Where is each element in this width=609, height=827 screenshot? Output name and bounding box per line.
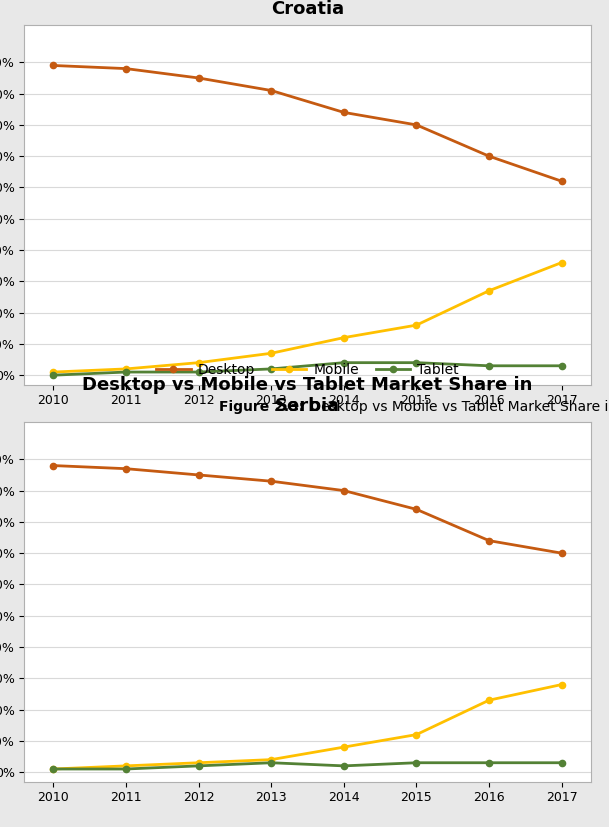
Desktop — [195, 470, 202, 480]
Tablet — [195, 761, 202, 771]
Tablet — [485, 758, 493, 767]
Tablet — [50, 370, 57, 380]
Tablet — [413, 358, 420, 368]
Tablet — [558, 758, 565, 767]
Mobile — [558, 680, 565, 690]
Desktop — [122, 64, 130, 74]
Desktop — [558, 548, 565, 558]
Mobile — [485, 286, 493, 296]
Tablet — [195, 367, 202, 377]
Mobile — [413, 320, 420, 330]
Desktop — [50, 461, 57, 471]
Tablet — [267, 758, 275, 767]
Tablet — [558, 361, 565, 370]
Tablet — [413, 758, 420, 767]
Tablet — [340, 761, 348, 771]
Mobile — [195, 758, 202, 767]
Mobile — [558, 257, 565, 267]
Mobile — [267, 755, 275, 765]
Tablet — [485, 361, 493, 370]
Line: Mobile: Mobile — [51, 681, 565, 772]
Tablet — [50, 764, 57, 774]
Title: Desktop vs Mobile vs Tablet Market Share in
Serbia: Desktop vs Mobile vs Tablet Market Share… — [82, 375, 533, 414]
Desktop — [340, 108, 348, 117]
Tablet — [340, 358, 348, 368]
Line: Mobile: Mobile — [51, 260, 565, 375]
Text: Figure 2.3:: Figure 2.3: — [219, 400, 304, 414]
Line: Desktop: Desktop — [51, 462, 565, 557]
Desktop — [267, 85, 275, 95]
Desktop — [485, 151, 493, 161]
Mobile — [122, 364, 130, 374]
Desktop — [267, 476, 275, 486]
Mobile — [485, 696, 493, 705]
Mobile — [413, 729, 420, 739]
Desktop — [195, 73, 202, 83]
Desktop — [122, 464, 130, 474]
Desktop — [558, 176, 565, 186]
Desktop — [413, 504, 420, 514]
Line: Desktop: Desktop — [51, 62, 565, 184]
Mobile — [340, 742, 348, 752]
Mobile — [50, 367, 57, 377]
Desktop — [485, 536, 493, 546]
Title: Desktop vs Mobile vs Tablet Market Share in
Croatia: Desktop vs Mobile vs Tablet Market Share… — [82, 0, 533, 17]
Mobile — [340, 332, 348, 342]
Desktop — [340, 485, 348, 495]
Tablet — [267, 364, 275, 374]
Mobile — [50, 764, 57, 774]
Legend: Desktop, Mobile, Tablet: Desktop, Mobile, Tablet — [153, 361, 462, 380]
Line: Tablet: Tablet — [51, 360, 565, 378]
Mobile — [195, 358, 202, 368]
Desktop — [413, 120, 420, 130]
Line: Tablet: Tablet — [51, 760, 565, 772]
Mobile — [267, 348, 275, 358]
Mobile — [122, 761, 130, 771]
Desktop — [50, 60, 57, 70]
Text: Desktop vs Mobile vs Tablet Market Share in Croatia: Desktop vs Mobile vs Tablet Market Share… — [306, 400, 609, 414]
Tablet — [122, 367, 130, 377]
Tablet — [122, 764, 130, 774]
